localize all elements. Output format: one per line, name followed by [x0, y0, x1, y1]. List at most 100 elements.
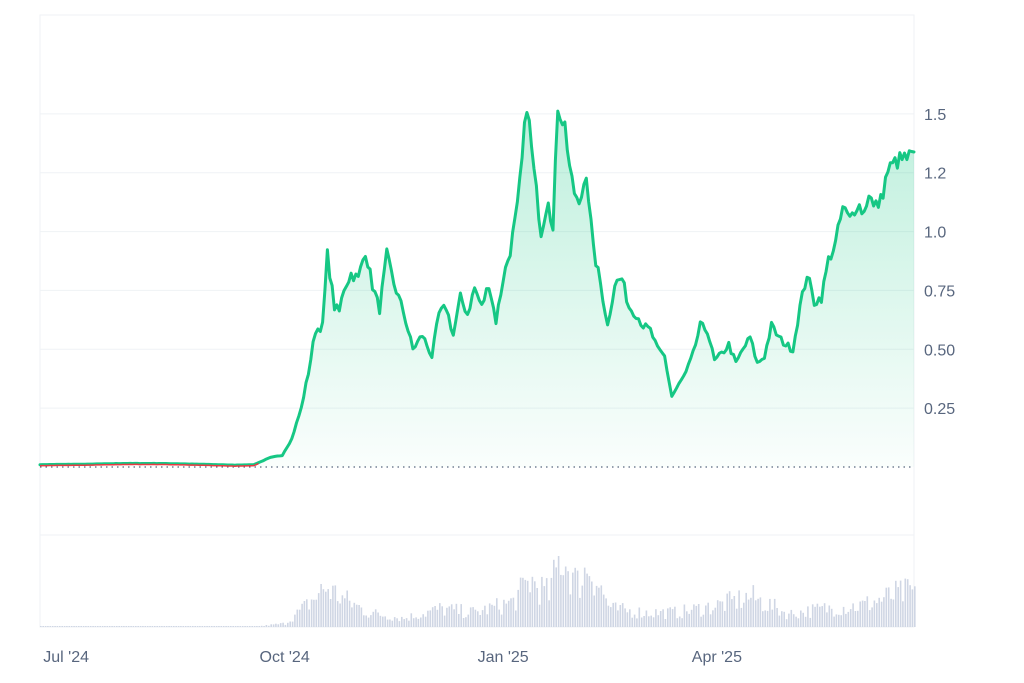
- volume-bar: [101, 626, 104, 627]
- volume-bar: [814, 606, 816, 627]
- volume-bar: [467, 614, 470, 627]
- volume-bar: [156, 626, 158, 627]
- volume-bar: [182, 626, 185, 627]
- volume-bar: [258, 626, 261, 627]
- volume-bar: [833, 616, 835, 627]
- volume-bar: [165, 626, 168, 627]
- volume-bar: [633, 614, 636, 627]
- volume-bar: [835, 614, 838, 627]
- y-tick-label: 0.75: [924, 283, 955, 300]
- volume-bar: [876, 603, 878, 627]
- volume-bar: [493, 605, 496, 627]
- volume-bar: [819, 606, 821, 627]
- volume-bar: [887, 587, 890, 627]
- volume-bar: [422, 614, 424, 627]
- volume-bar: [838, 614, 840, 627]
- volume-bar: [424, 616, 427, 627]
- volume-bar: [225, 626, 227, 627]
- volume-bar: [586, 573, 588, 627]
- volume-bar: [408, 620, 410, 627]
- x-tick-label: Jul '24: [43, 649, 89, 666]
- volume-bar: [396, 618, 398, 627]
- volume-bar: [391, 620, 394, 627]
- volume-bar: [743, 602, 745, 627]
- volume-bar: [702, 614, 705, 627]
- volume-bar: [132, 626, 135, 627]
- volume-bar: [676, 618, 679, 627]
- volume-bar: [804, 616, 807, 627]
- volume-bar: [595, 585, 598, 627]
- volume-bar: [125, 626, 128, 627]
- pre-listing-line: [39, 462, 259, 467]
- volume-bar: [92, 626, 94, 627]
- volume-bar: [548, 600, 550, 627]
- volume-bar: [564, 566, 567, 627]
- volume-bar: [137, 626, 139, 627]
- volume-bar: [135, 626, 137, 627]
- volume-bar: [505, 603, 508, 627]
- volume-bar: [614, 602, 617, 627]
- x-tick-label: Oct '24: [260, 649, 310, 666]
- volume-bar: [325, 591, 327, 627]
- volume-bar: [683, 604, 686, 627]
- volume-bar: [353, 602, 356, 627]
- volume-bar: [731, 599, 733, 627]
- volume-bar: [852, 603, 854, 627]
- volume-bar: [386, 619, 389, 627]
- volume-bar: [106, 626, 109, 627]
- volume-bar: [113, 626, 116, 627]
- volume-bar: [840, 615, 842, 627]
- volume-bar: [220, 626, 223, 627]
- volume-bar: [849, 609, 852, 627]
- volume-bar: [631, 617, 633, 627]
- volume-bar: [486, 614, 489, 627]
- volume-bar: [854, 611, 857, 627]
- volume-bar: [745, 592, 747, 627]
- volume-bar: [591, 581, 593, 627]
- volume-bar: [374, 609, 377, 627]
- volume-bar: [479, 615, 481, 627]
- volume-bar: [911, 589, 914, 627]
- volume-bar: [481, 610, 484, 627]
- volume-bar: [279, 623, 282, 627]
- volume-bar: [289, 621, 291, 627]
- volume-bar: [104, 626, 106, 627]
- volume-bar: [372, 611, 375, 627]
- volume-bar: [567, 571, 569, 627]
- volume-bar: [498, 609, 500, 627]
- volume-bar: [617, 610, 619, 627]
- volume-bar: [232, 626, 234, 627]
- volume-bar: [161, 626, 163, 627]
- volume-bar: [795, 616, 797, 627]
- volume-bar: [868, 610, 871, 627]
- volume-bar: [583, 567, 586, 627]
- volume-bar: [412, 618, 415, 627]
- volume-bar: [142, 626, 144, 627]
- volume-bar: [192, 626, 194, 627]
- volume-bar: [488, 603, 491, 627]
- volume-bar: [752, 585, 755, 627]
- volume-bar: [776, 608, 778, 627]
- volume-bar: [897, 587, 899, 627]
- volume-bar: [256, 626, 258, 627]
- volume-bar: [560, 574, 562, 627]
- volume-bar: [108, 626, 111, 627]
- volume-bar: [436, 609, 439, 627]
- x-axis-ticks: Jul '24 Oct '24 Jan '25 Apr '25: [43, 649, 742, 666]
- volume-bar: [707, 602, 709, 627]
- volume-bar: [517, 589, 519, 627]
- volume-bar: [581, 585, 584, 627]
- volume-bar: [89, 626, 92, 627]
- volume-bar: [355, 604, 358, 627]
- volume-bar: [215, 626, 218, 627]
- volume-bar: [206, 626, 208, 627]
- volume-bar: [902, 601, 904, 627]
- volume-bar: [807, 606, 809, 627]
- volume-bar: [878, 597, 880, 627]
- volume-bar: [410, 613, 413, 627]
- volume-bar: [738, 590, 740, 627]
- volume-bar: [645, 610, 648, 627]
- volume-bar: [177, 626, 180, 627]
- volume-bar: [674, 606, 676, 627]
- volume-bar: [783, 611, 785, 627]
